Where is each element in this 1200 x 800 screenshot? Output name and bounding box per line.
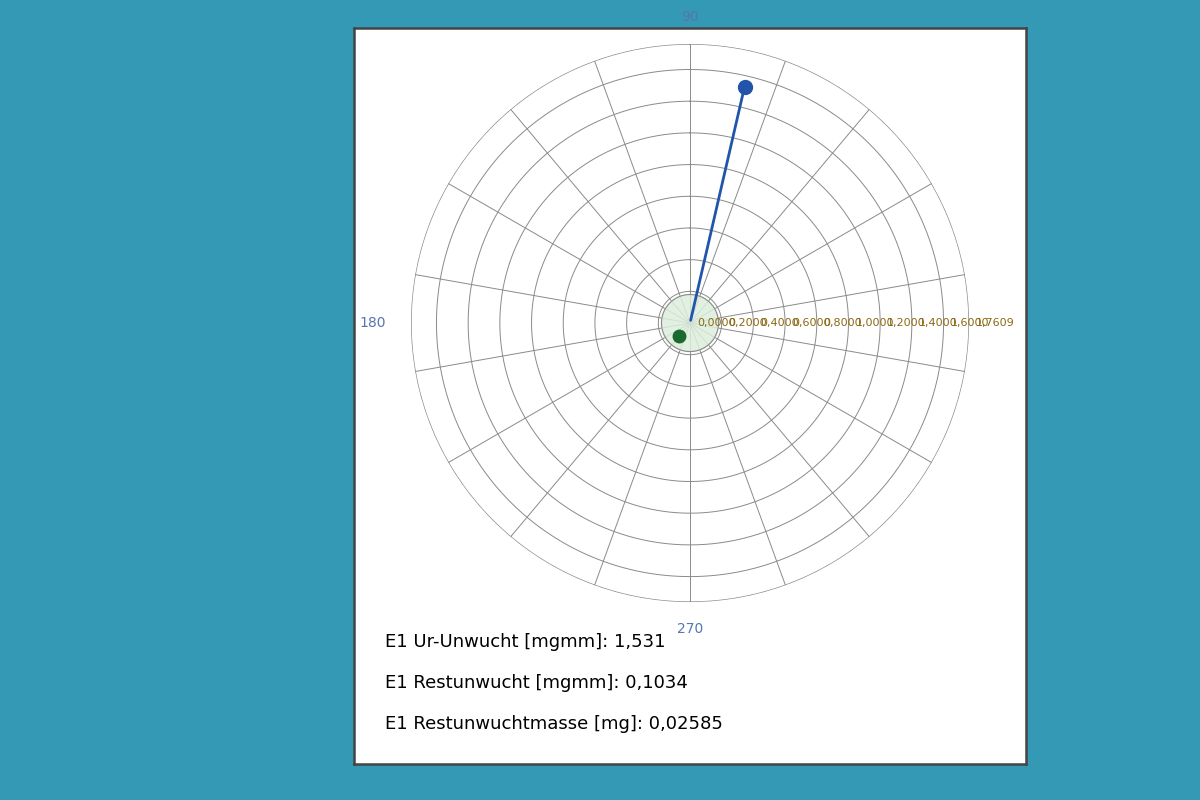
Text: 1,2000: 1,2000 [887, 318, 925, 328]
Text: 0,4000: 0,4000 [761, 318, 799, 328]
Text: E1 Restunwucht [mgmm]: 0,1034: E1 Restunwucht [mgmm]: 0,1034 [385, 674, 689, 692]
Text: 1,6000: 1,6000 [950, 318, 989, 328]
Text: 0,0000: 0,0000 [697, 318, 736, 328]
Text: 180: 180 [359, 316, 386, 330]
Text: 0,8000: 0,8000 [823, 318, 863, 328]
Text: 1,7609: 1,7609 [976, 318, 1015, 328]
Text: 270: 270 [677, 622, 703, 636]
Text: E1 Ur-Unwucht [mgmm]: 1,531: E1 Ur-Unwucht [mgmm]: 1,531 [385, 633, 666, 651]
Text: E1 Restunwuchtmasse [mg]: 0,02585: E1 Restunwuchtmasse [mg]: 0,02585 [385, 715, 724, 733]
Text: 1,0000: 1,0000 [856, 318, 894, 328]
Text: 90: 90 [682, 10, 698, 25]
Text: 1,4000: 1,4000 [919, 318, 958, 328]
Polygon shape [661, 294, 719, 351]
Text: 0,2000: 0,2000 [728, 318, 767, 328]
Text: 0,6000: 0,6000 [792, 318, 830, 328]
